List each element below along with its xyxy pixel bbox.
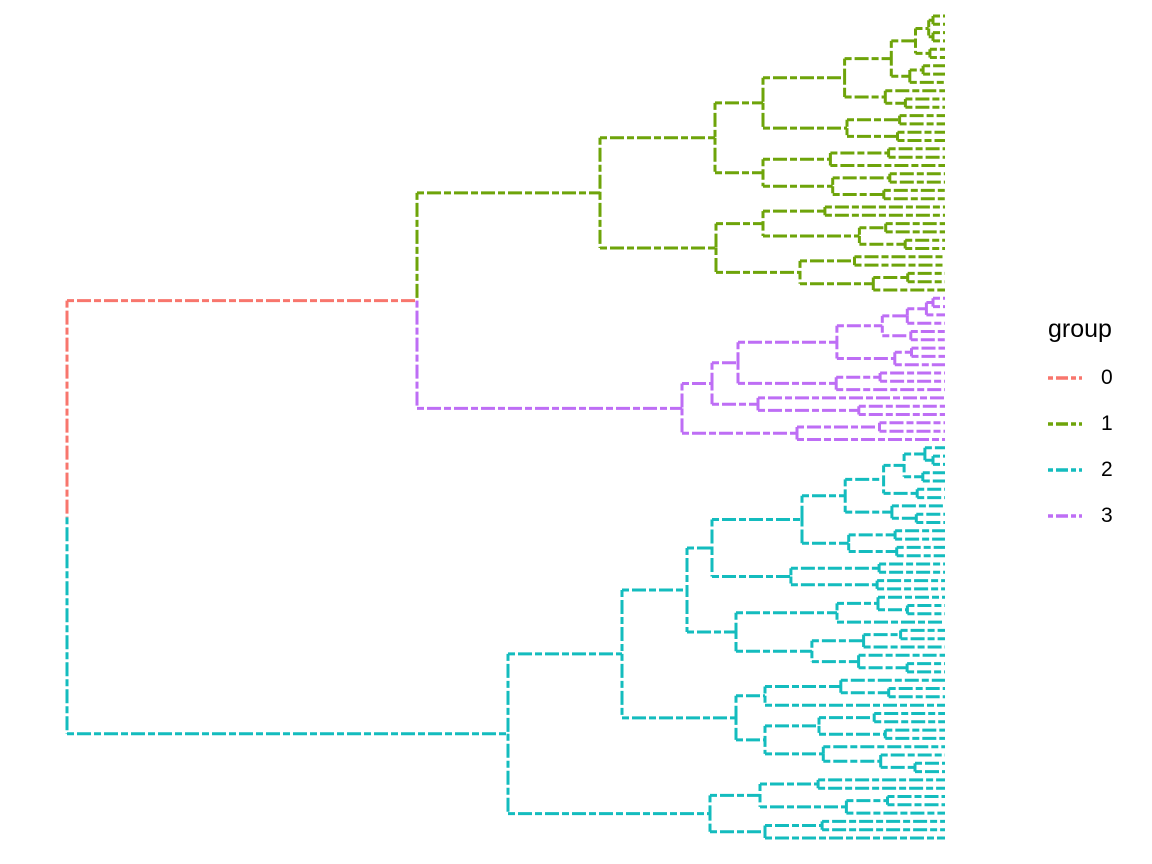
legend-title: group: [1048, 315, 1112, 343]
legend: group 0 1 2 3: [1048, 314, 1113, 539]
legend-key-line-icon: [1048, 514, 1082, 518]
legend-items: 0 1 2 3: [1048, 355, 1113, 539]
branch-path-group-1: [415, 14, 945, 301]
legend-item-label: 2: [1101, 458, 1113, 481]
legend-item-0: 0: [1048, 355, 1113, 401]
legend-item-1: 1: [1048, 401, 1113, 447]
legend-item-label: 1: [1101, 412, 1113, 435]
legend-key-line-icon: [1048, 468, 1082, 472]
branch-path-group-2: [65, 446, 945, 840]
legend-item-3: 3: [1048, 493, 1113, 539]
branch-path-group-3: [415, 296, 945, 441]
legend-key-line-icon: [1048, 376, 1082, 380]
branch-path-group-0: [65, 299, 417, 518]
legend-item-2: 2: [1048, 447, 1113, 493]
legend-item-label: 3: [1101, 504, 1113, 527]
legend-key-line-icon: [1048, 422, 1082, 426]
legend-item-label: 0: [1101, 366, 1113, 389]
